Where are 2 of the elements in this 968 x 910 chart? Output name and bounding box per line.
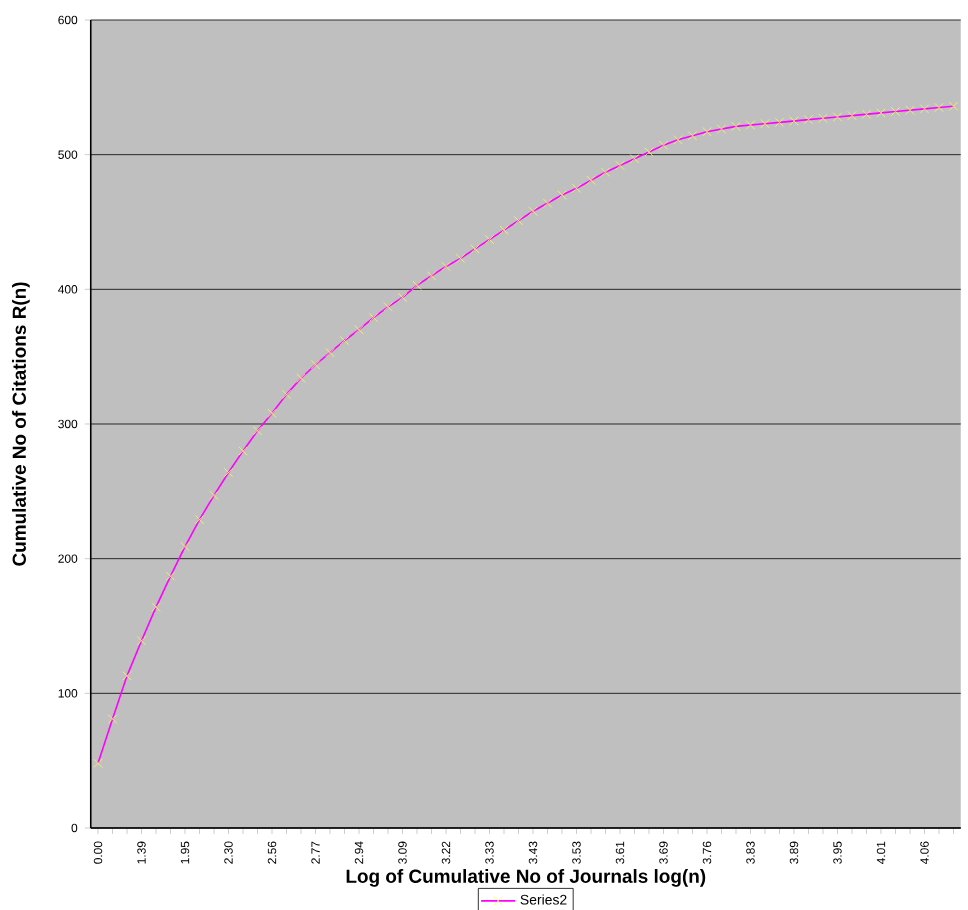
y-axis-title: Cumulative No of Citations R(n)	[12, 282, 30, 566]
x-axis-title: Log of Cumulative No of Journals log(n)	[346, 869, 706, 887]
